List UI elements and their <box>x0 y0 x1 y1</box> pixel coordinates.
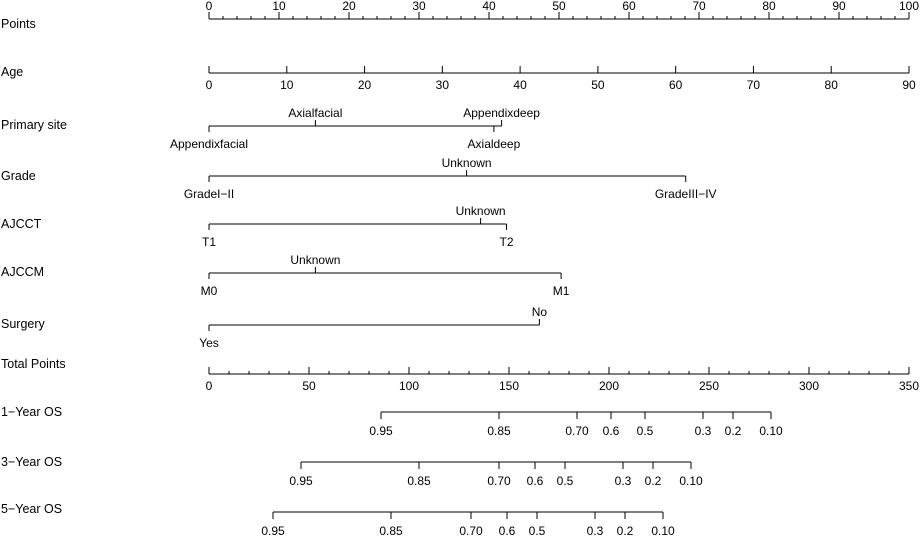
tick-label-age: 50 <box>591 78 605 92</box>
prob-label-1-year-os: 0.5 <box>637 424 654 438</box>
prob-label-5-year-os: 0.70 <box>459 524 483 538</box>
tick-label-points: 50 <box>552 0 566 13</box>
tick-label-age: 80 <box>825 78 839 92</box>
row-label-total-points: Total Points <box>1 357 66 371</box>
prob-label-5-year-os: 0.95 <box>261 524 285 538</box>
row-label-grade: Grade <box>1 169 36 183</box>
tick-label-total-points: 250 <box>699 379 719 393</box>
prob-label-5-year-os: 0.3 <box>587 524 604 538</box>
tick-label-total-points: 300 <box>799 379 819 393</box>
level-label-ajcct: T1 <box>202 235 216 249</box>
level-label-grade: GradeIII−IV <box>655 187 717 201</box>
row-label-1-year-os: 1−Year OS <box>1 405 62 419</box>
row-label-ajccm: AJCCM <box>1 265 44 279</box>
tick-label-total-points: 50 <box>302 379 316 393</box>
level-label-surgery: No <box>532 305 548 319</box>
tick-label-points: 100 <box>899 0 919 13</box>
row-label-points: Points <box>1 17 36 31</box>
tick-label-age: 90 <box>902 78 916 92</box>
tick-label-total-points: 200 <box>599 379 619 393</box>
level-label-surgery: Yes <box>199 336 219 350</box>
tick-label-points: 80 <box>762 0 776 13</box>
level-label-primary-site: Appendixfacial <box>170 137 248 151</box>
level-label-ajcct: Unknown <box>456 204 506 218</box>
tick-label-points: 30 <box>412 0 426 13</box>
tick-label-age: 30 <box>436 78 450 92</box>
prob-label-3-year-os: 0.2 <box>645 474 662 488</box>
prob-label-1-year-os: 0.10 <box>759 424 783 438</box>
tick-label-age: 40 <box>513 78 527 92</box>
level-label-primary-site: Appendixdeep <box>463 106 540 120</box>
level-label-primary-site: Axialfacial <box>288 106 342 120</box>
level-label-ajccm: M0 <box>201 284 218 298</box>
prob-label-1-year-os: 0.95 <box>369 424 393 438</box>
tick-label-points: 70 <box>692 0 706 13</box>
tick-label-age: 10 <box>280 78 294 92</box>
tick-label-points: 10 <box>272 0 286 13</box>
prob-label-3-year-os: 0.5 <box>557 474 574 488</box>
tick-label-age: 60 <box>669 78 683 92</box>
prob-label-5-year-os: 0.6 <box>499 524 516 538</box>
tick-label-points: 40 <box>482 0 496 13</box>
prob-label-5-year-os: 0.5 <box>529 524 546 538</box>
tick-label-age: 0 <box>206 78 213 92</box>
tick-label-total-points: 0 <box>206 379 213 393</box>
row-label-ajcct: AJCCT <box>1 217 42 231</box>
tick-label-age: 70 <box>747 78 761 92</box>
row-label-3-year-os: 3−Year OS <box>1 455 62 469</box>
level-label-grade: GradeI−II <box>184 187 234 201</box>
level-label-ajcct: T2 <box>499 235 513 249</box>
prob-label-1-year-os: 0.3 <box>695 424 712 438</box>
row-label-primary-site: Primary site <box>1 118 67 132</box>
tick-label-points: 90 <box>832 0 846 13</box>
prob-label-1-year-os: 0.6 <box>603 424 620 438</box>
row-label-5-year-os: 5−Year OS <box>1 502 62 516</box>
tick-label-total-points: 350 <box>899 379 919 393</box>
tick-label-age: 20 <box>358 78 372 92</box>
prob-label-3-year-os: 0.6 <box>527 474 544 488</box>
prob-label-3-year-os: 0.85 <box>407 474 431 488</box>
tick-label-points: 60 <box>622 0 636 13</box>
prob-label-1-year-os: 0.85 <box>487 424 511 438</box>
level-label-ajccm: M1 <box>553 284 570 298</box>
level-label-ajccm: Unknown <box>290 253 340 267</box>
tick-label-points: 20 <box>342 0 356 13</box>
prob-label-3-year-os: 0.70 <box>487 474 511 488</box>
row-label-surgery: Surgery <box>1 317 46 331</box>
prob-label-5-year-os: 0.10 <box>651 524 675 538</box>
tick-label-points: 0 <box>206 0 213 13</box>
prob-label-1-year-os: 0.70 <box>565 424 589 438</box>
tick-label-total-points: 150 <box>499 379 519 393</box>
prob-label-5-year-os: 0.85 <box>379 524 403 538</box>
level-label-grade: Unknown <box>442 156 492 170</box>
row-label-age: Age <box>1 65 23 79</box>
prob-label-1-year-os: 0.2 <box>725 424 742 438</box>
level-label-primary-site: Axialdeep <box>468 137 521 151</box>
prob-label-5-year-os: 0.2 <box>617 524 634 538</box>
tick-label-total-points: 100 <box>399 379 419 393</box>
prob-label-3-year-os: 0.3 <box>615 474 632 488</box>
prob-label-3-year-os: 0.10 <box>679 474 703 488</box>
prob-label-3-year-os: 0.95 <box>289 474 313 488</box>
